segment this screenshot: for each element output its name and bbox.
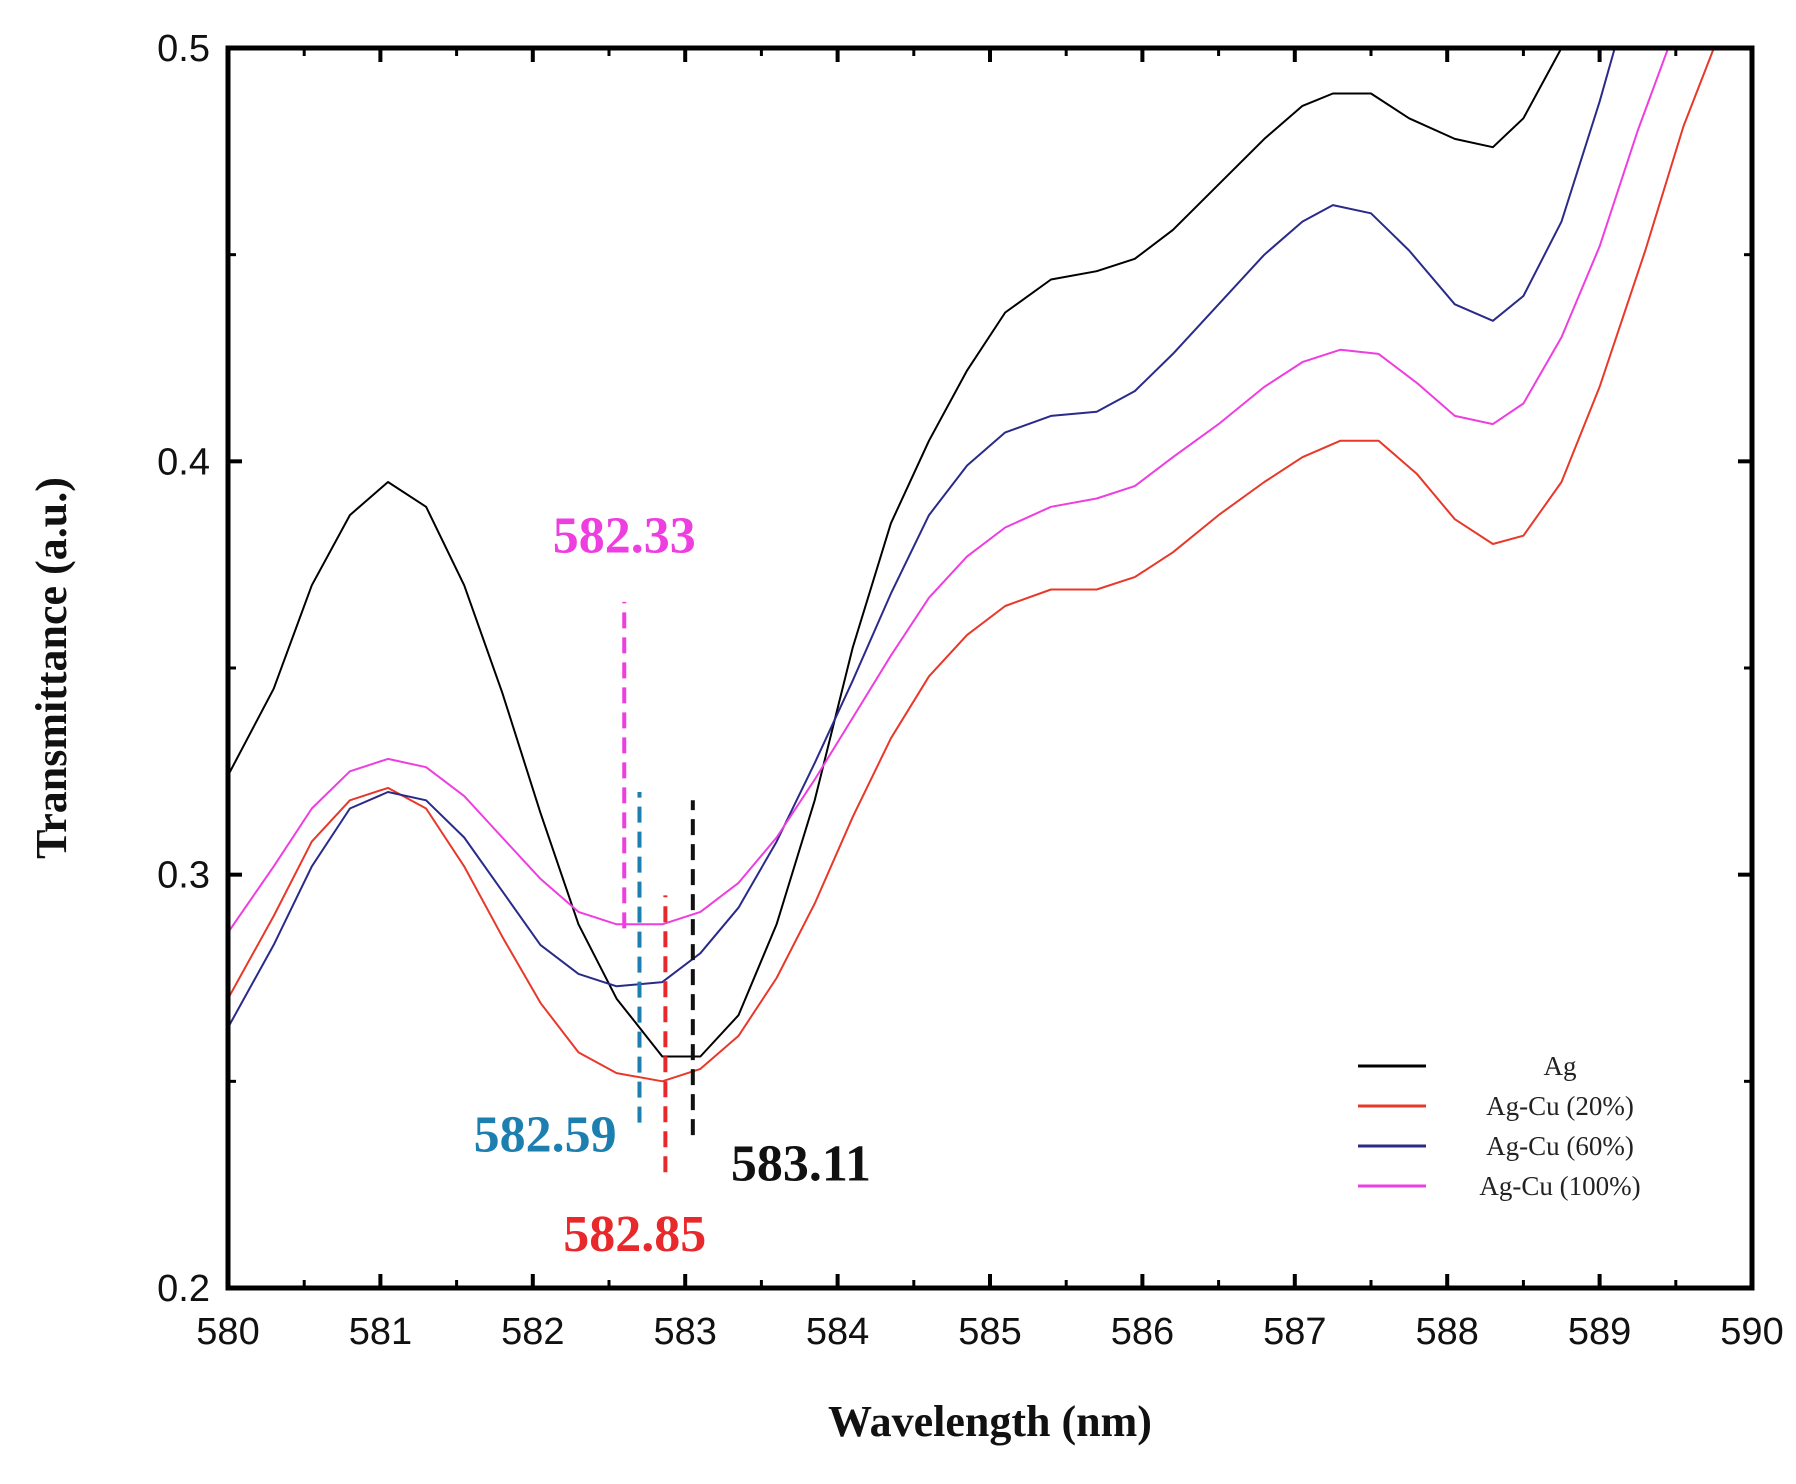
y-tick-label: 0.3 bbox=[157, 855, 210, 897]
legend-label: Ag-Cu (100%) bbox=[1479, 1171, 1640, 1201]
annotation-layer: 582.33 582.59 582.85 583.11 bbox=[474, 507, 871, 1263]
series-layer bbox=[228, 48, 1715, 1083]
peak-label: 582.59 bbox=[474, 1107, 617, 1164]
y-axis-title: Transmittance (a.u.) bbox=[27, 477, 76, 859]
x-tick-label: 585 bbox=[958, 1311, 1021, 1353]
x-tick-label: 587 bbox=[1263, 1311, 1326, 1353]
peak-label: 582.85 bbox=[563, 1206, 706, 1263]
series-line-ag-cu-100 bbox=[228, 48, 1670, 934]
series-line-ag bbox=[228, 48, 1563, 1058]
peak-label: 582.33 bbox=[553, 507, 696, 564]
legend-label: Ag-Cu (60%) bbox=[1486, 1131, 1634, 1161]
x-tick-label: 582 bbox=[501, 1311, 564, 1353]
legend-label: Ag bbox=[1544, 1051, 1577, 1081]
x-axis-title: Wavelength (nm) bbox=[828, 1397, 1152, 1446]
peak-label: 583.11 bbox=[731, 1136, 871, 1193]
ticks-layer bbox=[226, 46, 1754, 1290]
legend: Ag Ag-Cu (20%) Ag-Cu (60%) Ag-Cu (100%) bbox=[1358, 1051, 1641, 1201]
x-tick-label: 588 bbox=[1415, 1311, 1478, 1353]
y-tick-label: 0.5 bbox=[157, 28, 210, 70]
x-tick-label: 583 bbox=[653, 1311, 716, 1353]
x-tick-label: 589 bbox=[1568, 1311, 1631, 1353]
x-tick-label: 580 bbox=[196, 1311, 259, 1353]
x-tick-label: 584 bbox=[806, 1311, 869, 1353]
y-tick-label: 0.4 bbox=[157, 441, 210, 483]
x-tick-label: 590 bbox=[1720, 1311, 1783, 1353]
legend-label: Ag-Cu (20%) bbox=[1486, 1091, 1634, 1121]
y-tick-label: 0.2 bbox=[157, 1268, 210, 1310]
x-tick-label: 586 bbox=[1111, 1311, 1174, 1353]
x-tick-label: 581 bbox=[349, 1311, 412, 1353]
series-line-ag-cu-60 bbox=[228, 48, 1616, 1029]
tick-labels-layer: 580 581 582 583 584 585 586 587 588 589 590 0.2 0.3 0… bbox=[157, 28, 1784, 1353]
series-line-ag-cu-20 bbox=[228, 48, 1715, 1083]
